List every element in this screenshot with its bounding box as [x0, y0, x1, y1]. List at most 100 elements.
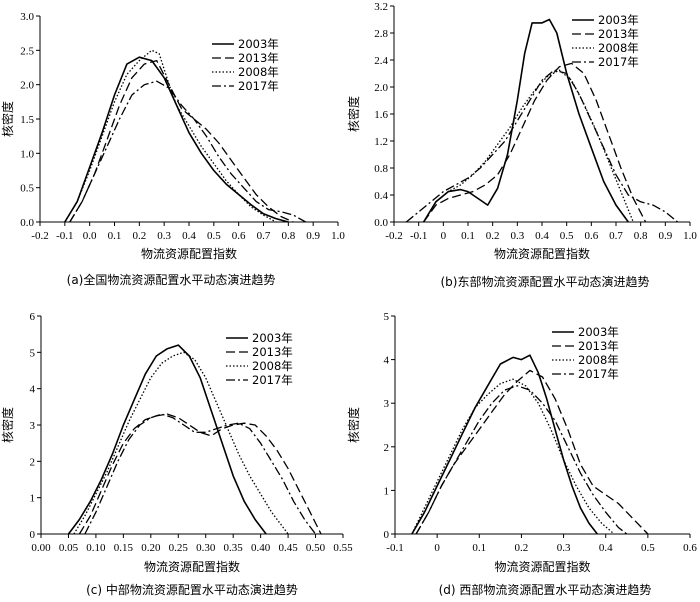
x-axis-label: 物流资源配置指数 [144, 559, 240, 574]
y-tick-label: 5 [30, 347, 36, 359]
x-tick-label: 0.25 [169, 542, 189, 554]
panel-caption: (d) 西部物流资源配置水平动态演进趋势 [439, 582, 652, 597]
x-tick-label: 0.1 [472, 542, 486, 554]
x-tick-label: 0.1 [108, 230, 122, 242]
series-line-dashed [69, 59, 294, 223]
y-axis-label: 核密度 [346, 407, 361, 443]
legend-label: 2017年 [252, 373, 293, 387]
legend-label: 2013年 [598, 27, 639, 41]
y-tick-label: 1.5 [20, 114, 34, 126]
x-tick-label: 0.10 [86, 542, 106, 554]
x-tick-label: 0.7 [257, 230, 271, 242]
legend-label: 2008年 [578, 353, 619, 367]
legend-label: 2003年 [598, 13, 639, 27]
x-axis-label: 物流资源配置指数 [494, 559, 590, 574]
series-line-dashed [423, 62, 647, 223]
x-tick-label: -0.2 [31, 230, 48, 242]
y-tick-label: 5 [384, 311, 390, 323]
legend-label: 2017年 [598, 55, 639, 69]
x-tick-label: 0.4 [182, 230, 196, 242]
x-tick-label: -0.1 [56, 230, 73, 242]
y-tick-label: 0.5 [20, 183, 34, 195]
series-line-dashdot [405, 69, 679, 223]
y-tick-label: 1 [384, 485, 390, 497]
series-line-solid [67, 344, 267, 535]
y-tick-label: 0 [384, 529, 390, 541]
y-tick-label: 3 [384, 398, 390, 410]
x-axis-label: 物流资源配置指数 [494, 246, 590, 261]
x-tick-label: 0.6 [232, 230, 246, 242]
y-tick-label: 1 [30, 493, 36, 505]
x-tick-label: 0.30 [196, 542, 216, 554]
legend-label: 2003年 [578, 325, 619, 339]
y-tick-label: 6 [30, 311, 36, 323]
x-tick-label: 0.3 [157, 230, 171, 242]
x-tick-label: 0.5 [207, 230, 221, 242]
x-tick-label: 0.55 [333, 542, 353, 554]
series-line-dashdot [84, 413, 317, 535]
legend-label: 2003年 [252, 331, 293, 345]
y-tick-label: 0 [30, 529, 36, 541]
kde-panel-1: -0.2 -0.1 0.0 0.1 0.2 0.3 0.4 0.5 0.6 0.7 0.8 0.9 1.… [0, 11, 345, 287]
x-axis-label: 物流资源配置指数 [141, 246, 237, 261]
x-tick-label: 0.15 [114, 542, 134, 554]
y-tick-label: 0.0 [374, 217, 388, 229]
x-tick-label: 0.4 [535, 230, 549, 242]
legend-label: 2008年 [252, 359, 293, 373]
y-tick-label: 1.0 [20, 148, 34, 160]
y-tick-label: 2.8 [374, 28, 388, 40]
x-tick-label: 0.05 [59, 542, 79, 554]
series-line-dotted [411, 378, 615, 535]
series-line-dashdot [69, 80, 307, 223]
x-tick-label: 0.9 [306, 230, 320, 242]
x-tick-label: 0.2 [486, 230, 500, 242]
x-tick-label: 1.0 [331, 230, 345, 242]
x-tick-label: 0 [441, 230, 447, 242]
legend-label: 2013年 [578, 339, 619, 353]
x-tick-label: 0.6 [584, 230, 598, 242]
series-line-dotted [73, 351, 289, 535]
x-tick-label: 0.9 [658, 230, 672, 242]
y-tick-label: 2.0 [374, 82, 388, 94]
y-tick-label: 0.4 [374, 190, 388, 202]
y-tick-label: 0.8 [374, 163, 388, 175]
legend-label: 2017年 [238, 79, 279, 93]
legend-label: 2013年 [238, 51, 279, 65]
x-tick-label: 0.1 [461, 230, 475, 242]
panel-caption: (c) 中部物流资源配置水平动态演进趋势 [86, 582, 298, 597]
y-tick-label: 0.0 [20, 217, 34, 229]
legend-label: 2017年 [578, 367, 619, 381]
x-tick-label: 0.5 [560, 230, 574, 242]
y-tick-label: 2.4 [374, 55, 388, 67]
x-tick-label: 0.6 [683, 542, 697, 554]
y-tick-label: 1.2 [374, 136, 388, 148]
panel-caption: (b)东部物流资源配置水平动态演进趋势 [441, 274, 650, 289]
y-tick-label: 3 [30, 420, 36, 432]
kde-panel-3: 0.00 0.05 0.10 0.15 0.20 0.25 0.30 0.35 0.40 0.45… [0, 311, 353, 597]
x-tick-label: -0.1 [386, 542, 403, 554]
x-tick-label: 0 [434, 542, 440, 554]
series-line-solid [411, 354, 598, 535]
x-tick-label: 0.2 [132, 230, 146, 242]
legend-label: 2008年 [238, 65, 279, 79]
y-tick-label: 4 [384, 355, 390, 367]
kde-panel-2: -0.2 -0.1 0 0.1 0.2 0.3 0.4 0.5 0.6 0.7 0.8 0.9 1.0 0… [346, 1, 697, 289]
kde-panel-4: -0.1 0 0.1 0.2 0.3 0.4 0.5 0.6012345物流资源配置指数核密度… [346, 311, 697, 597]
y-axis-label: 核密度 [0, 101, 15, 137]
series-line-dashdot [415, 385, 628, 535]
y-tick-label: 2.5 [20, 45, 34, 57]
panel-caption: (a)全国物流资源配置水平动态演进趋势 [67, 272, 276, 287]
x-tick-label: 0.20 [141, 542, 161, 554]
legend-label: 2003年 [238, 37, 279, 51]
x-tick-label: 0.7 [609, 230, 623, 242]
series-line-solid [422, 18, 629, 223]
x-tick-label: 0.5 [641, 542, 655, 554]
series-line-dotted [64, 49, 277, 223]
y-tick-label: 3.0 [20, 11, 34, 23]
series-line-dashed [78, 413, 322, 535]
x-tick-label: 0.3 [557, 542, 571, 554]
x-tick-label: 0.2 [515, 542, 529, 554]
